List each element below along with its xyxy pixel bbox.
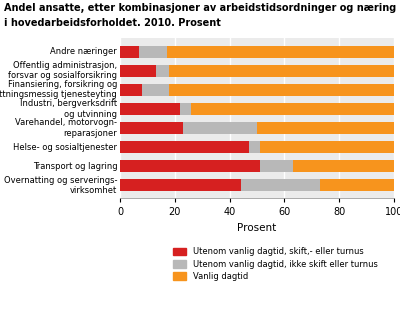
Bar	[183, 122, 257, 134]
Bar	[257, 122, 394, 134]
Bar	[120, 84, 142, 96]
Bar	[320, 179, 394, 191]
Bar	[169, 84, 394, 96]
Bar	[260, 160, 293, 172]
Bar	[120, 179, 240, 191]
Bar	[120, 141, 249, 153]
Bar	[293, 160, 394, 172]
Bar	[191, 103, 394, 115]
Bar	[156, 65, 169, 76]
Legend: Utenom vanlig dagtid, skift,- eller turnus, Utenom vanlig dagtid, ikke skift ell: Utenom vanlig dagtid, skift,- eller turn…	[174, 247, 378, 281]
X-axis label: Prosent: Prosent	[237, 223, 277, 233]
Bar	[120, 103, 180, 115]
Bar	[139, 46, 166, 58]
Bar	[120, 46, 139, 58]
Bar	[120, 65, 156, 76]
Text: Andel ansatte, etter kombinasjoner av arbeidstidsordninger og næring: Andel ansatte, etter kombinasjoner av ar…	[4, 3, 396, 13]
Bar	[249, 141, 260, 153]
Bar	[166, 46, 394, 58]
Bar	[120, 122, 183, 134]
Bar	[142, 84, 169, 96]
Bar	[169, 65, 394, 76]
Text: i hovedarbeidsforholdet. 2010. Prosent: i hovedarbeidsforholdet. 2010. Prosent	[4, 18, 221, 28]
Bar	[260, 141, 394, 153]
Bar	[240, 179, 320, 191]
Bar	[120, 160, 260, 172]
Bar	[180, 103, 191, 115]
